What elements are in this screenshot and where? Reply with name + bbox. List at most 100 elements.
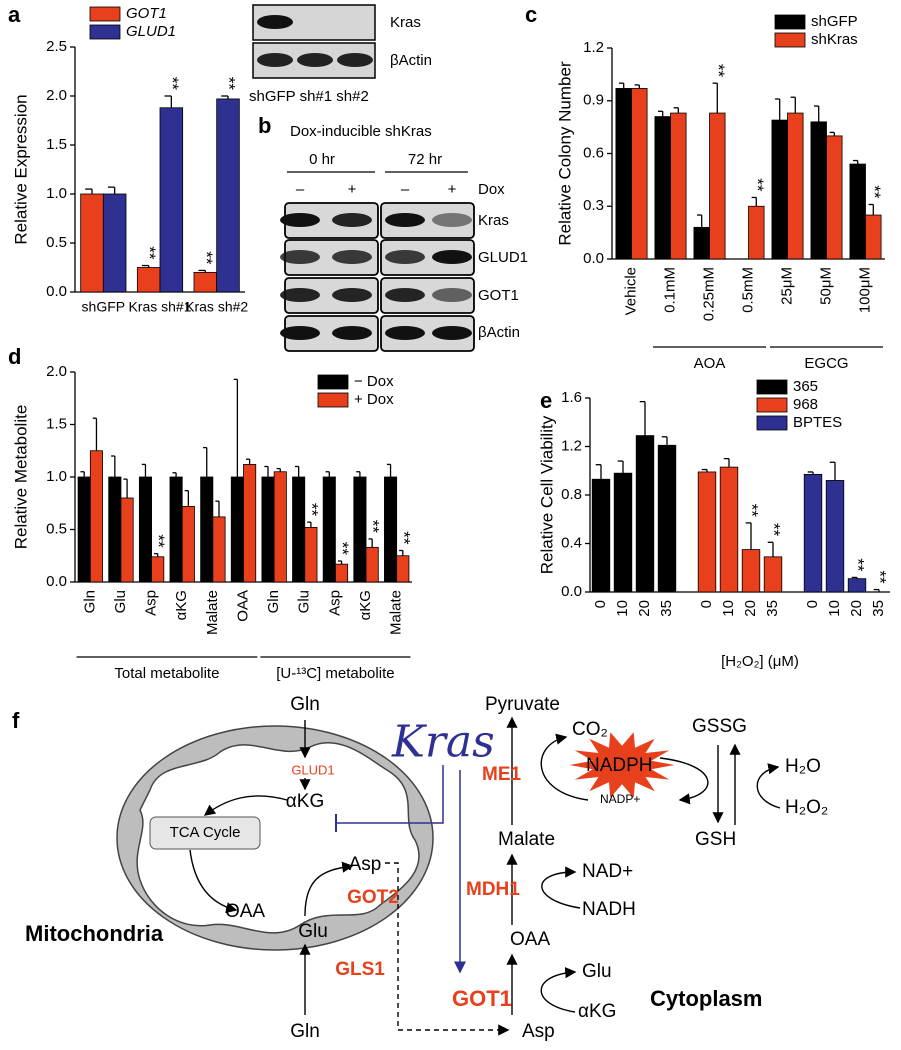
blot-band (297, 53, 333, 67)
bar (591, 478, 611, 593)
group-label: EGCG (804, 355, 848, 372)
legend-swatch (756, 415, 788, 431)
x-tick-label: 100μM (856, 267, 873, 313)
blot-band (280, 326, 320, 340)
x-tick-label: 0 (804, 600, 821, 608)
x-tick-label: Kras sh#2 (185, 299, 248, 315)
diagram-label: NADP+ (600, 792, 640, 806)
legend-label: − Dox (354, 373, 394, 390)
blot-strips (280, 202, 475, 352)
blot-band (280, 250, 320, 264)
blot-band (332, 250, 372, 264)
dashed-arrow (385, 862, 510, 1036)
x-tick-label: 20 (742, 600, 759, 617)
bar (697, 471, 717, 593)
y-tick-label: 1.5 (46, 136, 67, 153)
diagram-label: Mitochondria (25, 921, 164, 946)
blot-band (332, 213, 372, 227)
bar (136, 267, 161, 293)
diagram-label: Glu (298, 921, 328, 942)
x-tick-label: Kras sh#1 (128, 299, 191, 315)
x-tick-label: Gln (81, 590, 98, 613)
blot-band (432, 326, 472, 340)
x-tick-label: Glu (112, 590, 129, 613)
x-axis-label: [H₂O₂] (μM) (721, 653, 799, 670)
bar (826, 135, 843, 260)
bar (847, 578, 867, 593)
bar (670, 112, 687, 260)
significance: ** (364, 520, 383, 534)
bar (304, 527, 318, 583)
legend-swatch (756, 379, 788, 395)
legend-swatch (774, 14, 806, 30)
blot-band (280, 288, 320, 302)
y-axis-label: Relative Metabolite (11, 405, 30, 550)
legend-label: shKras (811, 31, 858, 48)
y-tick-label: 0.0 (583, 250, 604, 267)
significance: ** (743, 504, 762, 518)
legend-swatch (317, 374, 349, 390)
diagram-label: Asp (349, 854, 382, 875)
arrow (189, 849, 238, 914)
bar (120, 497, 134, 583)
diagram-label: Gln (290, 694, 320, 715)
x-tick-label: 25μM (778, 267, 795, 305)
x-tick-label: 35 (870, 600, 887, 617)
significance: ** (849, 558, 868, 572)
blot-strip (380, 202, 475, 239)
bar (193, 271, 218, 293)
x-tick-label: Malate (204, 590, 221, 635)
bar (865, 214, 882, 260)
blot-band (257, 15, 293, 29)
tca-box (149, 816, 261, 850)
x-tick-label: 10 (720, 600, 737, 617)
y-tick-label: 2.5 (46, 38, 67, 55)
y-tick-label: 0.8 (561, 486, 582, 503)
bar (384, 476, 398, 583)
blot-row-label: Kras (390, 14, 421, 31)
x-tick-label: 10 (826, 600, 843, 617)
blot-row-label: βActin (478, 324, 520, 341)
blot-band (432, 250, 472, 264)
significance: ** (333, 542, 352, 556)
x-tick-label: 10 (614, 600, 631, 617)
legend-label: 365 (793, 378, 818, 395)
x-tick-label: 0 (698, 600, 715, 608)
diagram-label: OAA (225, 901, 265, 922)
bar (169, 476, 183, 583)
blot-lane-labels: shGFP sh#1 sh#2 (249, 88, 369, 105)
blot-b: b Dox-inducible shKras 0 hr 72 hr – + – … (258, 113, 528, 352)
bar (89, 450, 103, 583)
bar (243, 463, 257, 583)
inhibition-line (336, 765, 444, 824)
blot-band (385, 288, 425, 302)
bar (654, 116, 671, 260)
diagram-label: NADPH (586, 755, 653, 776)
x-tick-label: 35 (658, 600, 675, 617)
bar (102, 193, 127, 293)
y-axis-label: Relative Colony Number (555, 61, 574, 246)
panel-label: f (12, 708, 20, 733)
diagram-label: NAD+ (582, 861, 633, 882)
x-tick-label: shGFP (82, 299, 126, 315)
bar (719, 466, 739, 593)
treatment-sign: – (296, 181, 305, 198)
legend-label: GOT1 (126, 5, 167, 22)
bar (693, 226, 710, 260)
bar (151, 556, 165, 583)
blot-inset: Kras βActin shGFP sh#1 sh#2 (249, 4, 432, 105)
legend-swatch (89, 6, 121, 22)
blot-band (280, 213, 320, 227)
blot-strip (380, 277, 475, 314)
blot-strip (380, 239, 475, 276)
significance: ** (140, 246, 159, 260)
bar (261, 476, 275, 583)
y-tick-label: 0.5 (46, 520, 67, 537)
bar (709, 112, 726, 260)
blot-band (332, 326, 372, 340)
legend-label: BPTES (793, 414, 842, 431)
x-tick-label: 0.25mM (700, 267, 717, 321)
significance: ** (709, 64, 728, 78)
bar (741, 549, 761, 593)
